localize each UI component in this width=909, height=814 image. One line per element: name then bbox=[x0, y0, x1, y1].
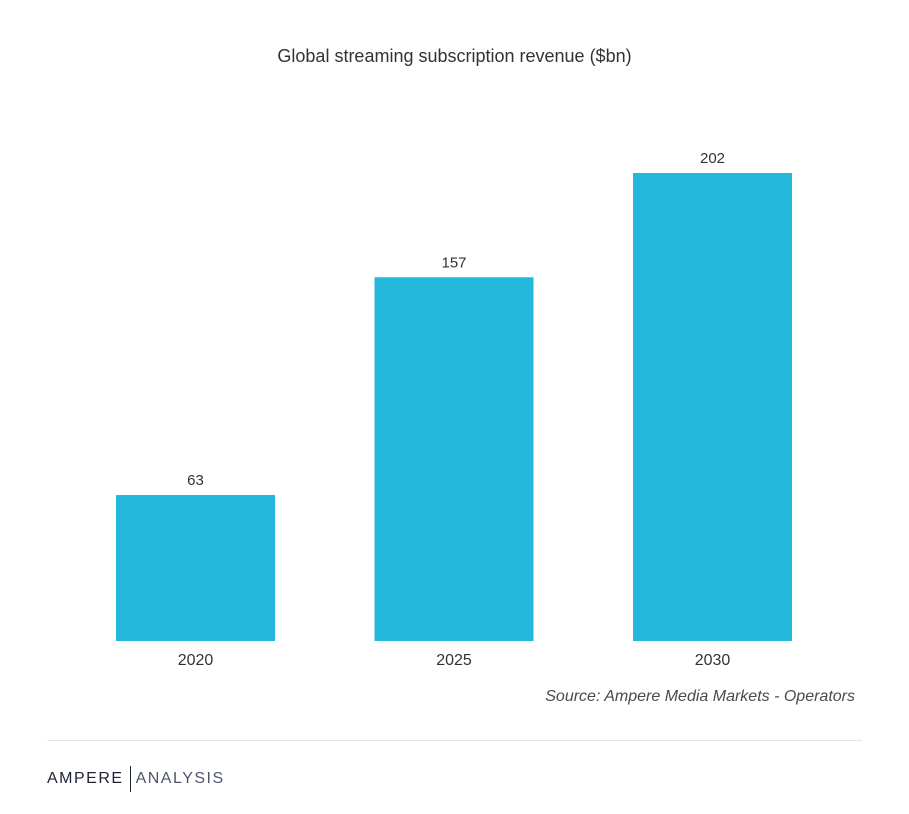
brand-separator bbox=[129, 766, 131, 792]
x-tick-label-2025: 2025 bbox=[436, 652, 472, 669]
bar-2030 bbox=[633, 173, 792, 641]
data-label-2030: 202 bbox=[700, 150, 725, 167]
data-label-2025: 157 bbox=[441, 254, 466, 271]
bar-2025 bbox=[374, 277, 534, 641]
brand-secondary: ANALYSIS bbox=[135, 770, 225, 787]
x-tick-label-2030: 2030 bbox=[695, 652, 731, 669]
chart-title: Global streaming subscription revenue ($… bbox=[277, 46, 632, 66]
bar-chart: 63 2020 157 2025 202 2030 bbox=[116, 150, 792, 669]
data-label-2020: 63 bbox=[187, 472, 204, 489]
divider bbox=[47, 740, 862, 741]
brand-primary: AMPERE bbox=[47, 770, 124, 787]
bar-2020 bbox=[116, 495, 275, 641]
ampere-analysis-logo: AMPERE ANALYSIS bbox=[47, 766, 225, 792]
x-tick-label-2020: 2020 bbox=[178, 652, 214, 669]
source-note: Source: Ampere Media Markets - Operators bbox=[545, 688, 855, 705]
